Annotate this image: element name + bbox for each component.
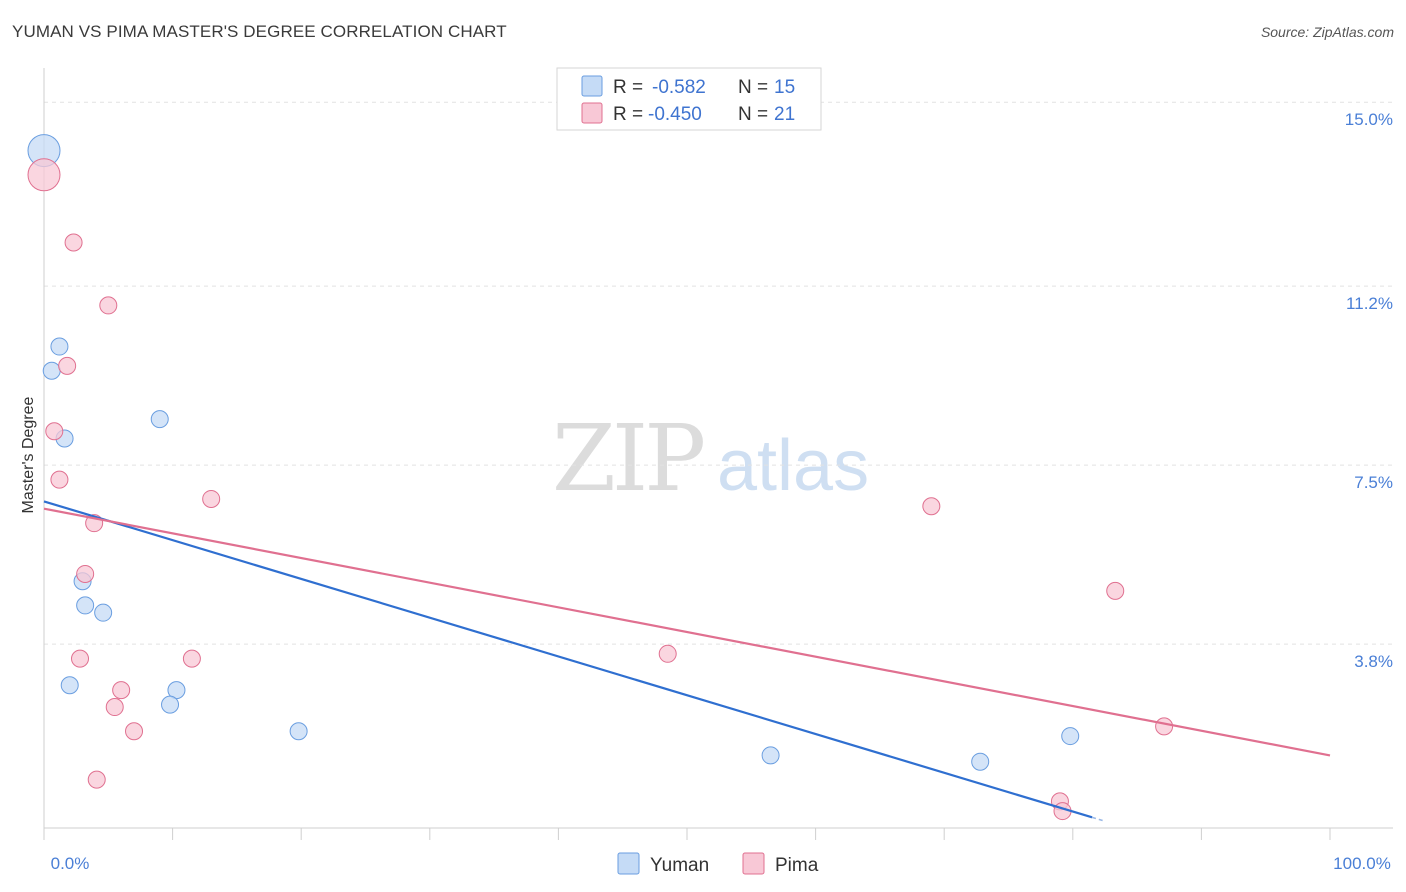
- y-tick-label-2: 11.2%: [1346, 294, 1393, 313]
- pima-n-value: 21: [774, 104, 795, 125]
- source-label: Source: ZipAtlas.com: [1260, 24, 1394, 40]
- pima-point-2: [99, 296, 118, 315]
- chart-title: YUMAN VS PIMA MASTER'S DEGREE CORRELATIO…: [12, 22, 507, 41]
- pima-legend-swatch: [581, 102, 603, 124]
- yuman-legend-swatch: [581, 75, 603, 97]
- yuman-point-1: [50, 337, 69, 356]
- yuman-point-14: [1061, 727, 1080, 746]
- legend-label-yuman: Yuman: [650, 855, 709, 876]
- pima-point-9: [71, 649, 90, 668]
- series-legend: Yuman Pima: [617, 852, 819, 876]
- legend-swatch-pima: [742, 852, 765, 875]
- y-tick-label-1: 7.5%: [1354, 473, 1393, 492]
- yuman-n-label: N =: [738, 77, 768, 98]
- yuman-point-7: [94, 603, 113, 622]
- pima-point-15: [658, 644, 677, 663]
- pima-point-12: [105, 698, 124, 717]
- pima-point-4: [45, 422, 64, 441]
- stats-legend: R = -0.582 N = 15 R = -0.450 N = 21: [556, 67, 822, 131]
- y-tick-label-3: 15.0%: [1345, 110, 1393, 129]
- pima-r-label: R =: [613, 104, 643, 125]
- watermark-atlas: atlas: [717, 426, 869, 506]
- pima-point-13: [125, 722, 144, 741]
- y-axis-label: Master's Degree: [20, 396, 37, 513]
- pima-point-8: [76, 564, 95, 583]
- pima-point-16: [922, 497, 941, 516]
- pima-point-11: [112, 681, 131, 700]
- yuman-r-label: R =: [613, 77, 643, 98]
- yuman-r-value: -0.582: [652, 77, 706, 98]
- pima-trend-line: [43, 507, 1331, 757]
- pima-point-18: [1155, 717, 1174, 736]
- yuman-point-13: [971, 752, 990, 771]
- y-tick-labels: 3.8% 7.5% 11.2% 15.0%: [1345, 110, 1393, 671]
- pima-point-3: [58, 356, 77, 375]
- watermark: ZIP atlas: [552, 405, 869, 512]
- watermark-zip: ZIP: [552, 405, 703, 512]
- yuman-point-10: [161, 695, 180, 714]
- yuman-point-4: [150, 410, 169, 429]
- pima-point-1: [64, 233, 83, 252]
- legend-label-pima: Pima: [775, 855, 819, 876]
- pima-point-14: [87, 770, 106, 789]
- x-tick-label-max: 100.0%: [1333, 854, 1391, 873]
- pima-point-17: [1106, 581, 1125, 600]
- yuman-point-6: [76, 596, 95, 615]
- pima-point-5: [50, 470, 69, 489]
- yuman-trend-extension: [1091, 816, 1106, 822]
- trend-lines: [43, 500, 1331, 822]
- pima-point-10: [182, 649, 201, 668]
- pima-n-label: N =: [738, 104, 768, 125]
- pima-r-value: -0.450: [648, 104, 702, 125]
- yuman-point-12: [761, 746, 780, 765]
- yuman-n-value: 15: [774, 77, 795, 98]
- legend-swatch-yuman: [617, 852, 640, 875]
- yuman-trend-line: [43, 500, 1093, 819]
- yuman-point-8: [60, 676, 79, 695]
- pima-point-0: [27, 158, 61, 192]
- y-tick-label-0: 3.8%: [1354, 652, 1393, 671]
- pima-point-6: [202, 489, 221, 508]
- data-points: [27, 134, 1174, 821]
- yuman-point-2: [42, 361, 61, 380]
- yuman-point-11: [289, 722, 308, 741]
- x-tick-label-min: 0.0%: [51, 854, 90, 873]
- x-axis-ticks: [43, 828, 1331, 840]
